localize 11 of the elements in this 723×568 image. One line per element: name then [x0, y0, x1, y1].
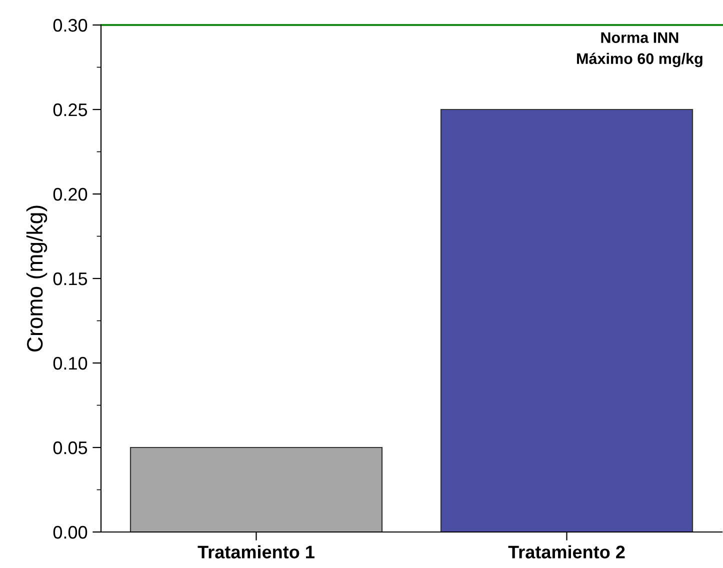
ref-line-label: Norma INN Máximo 60 mg/kg: [577, 32, 702, 68]
y-tick-label: 0.00: [53, 526, 88, 539]
y-tick-label: 0.15: [53, 272, 88, 286]
y-tick-label: 0.20: [53, 188, 88, 201]
x-tick-label: Tratamiento 1: [198, 545, 314, 558]
y-tick-label: 0.10: [53, 356, 88, 370]
x-tick-label: Tratamiento 2: [508, 545, 625, 558]
y-tick-label: 0.05: [53, 441, 88, 454]
y-tick-label: 0.30: [53, 18, 88, 32]
y-tick-label: 0.25: [53, 103, 88, 116]
y-axis-title: Cromo (mg/kg): [26, 206, 48, 352]
